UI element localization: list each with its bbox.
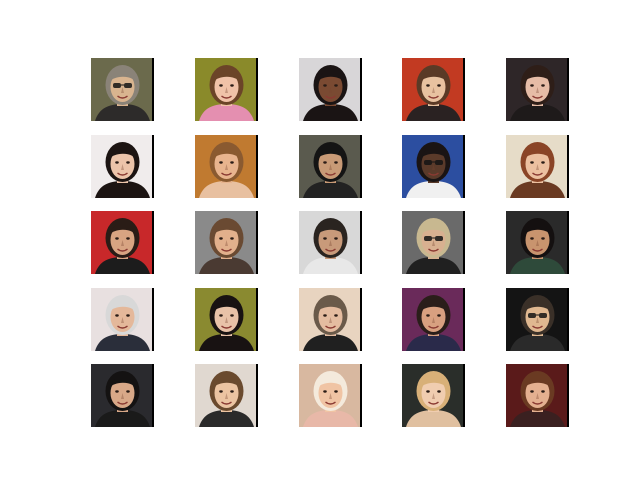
portrait-image (194, 287, 258, 351)
portrait-image (506, 211, 569, 274)
face-thumbnail (194, 58, 258, 121)
portrait-image (506, 134, 569, 198)
portrait-image (91, 211, 154, 274)
portrait-image (298, 58, 362, 121)
face-thumbnail (402, 211, 466, 274)
portrait-image (91, 134, 154, 198)
portrait-image (194, 134, 258, 198)
face-thumbnail (298, 58, 362, 121)
portrait-image (91, 364, 154, 427)
face-thumbnail (91, 287, 154, 351)
face-thumbnail (194, 287, 258, 351)
portrait-image (402, 287, 466, 351)
portrait-image (402, 134, 466, 198)
portrait-image (194, 211, 258, 274)
portrait-image (91, 287, 154, 351)
face-thumbnail (298, 287, 362, 351)
face-thumbnail (194, 134, 258, 198)
portrait-image (402, 211, 466, 274)
portrait-image (402, 58, 466, 121)
portrait-image (506, 287, 569, 351)
portrait-image (194, 364, 258, 427)
face-thumbnail (402, 58, 466, 121)
face-thumbnail (91, 364, 154, 427)
face-thumbnail (506, 58, 569, 121)
face-thumbnail (506, 211, 569, 274)
face-thumbnail (402, 364, 466, 427)
portrait-image (91, 58, 154, 121)
face-thumbnail (194, 364, 258, 427)
face-thumbnail (91, 58, 154, 121)
portrait-image (298, 134, 362, 198)
portrait-image (298, 287, 362, 351)
portrait-image (298, 211, 362, 274)
face-thumbnail (91, 134, 154, 198)
face-thumbnail (402, 287, 466, 351)
face-thumbnail (506, 287, 569, 351)
face-thumbnail (91, 211, 154, 274)
portrait-image (298, 364, 362, 427)
face-thumbnail (298, 211, 362, 274)
face-thumbnail (402, 134, 466, 198)
portrait-image (402, 364, 466, 427)
face-thumbnail (298, 364, 362, 427)
face-thumbnail (298, 134, 362, 198)
face-thumbnail (506, 134, 569, 198)
face-image-grid (91, 58, 569, 427)
portrait-image (506, 364, 569, 427)
portrait-image (194, 58, 258, 121)
face-thumbnail (194, 211, 258, 274)
portrait-image (506, 58, 569, 121)
face-thumbnail (506, 364, 569, 427)
